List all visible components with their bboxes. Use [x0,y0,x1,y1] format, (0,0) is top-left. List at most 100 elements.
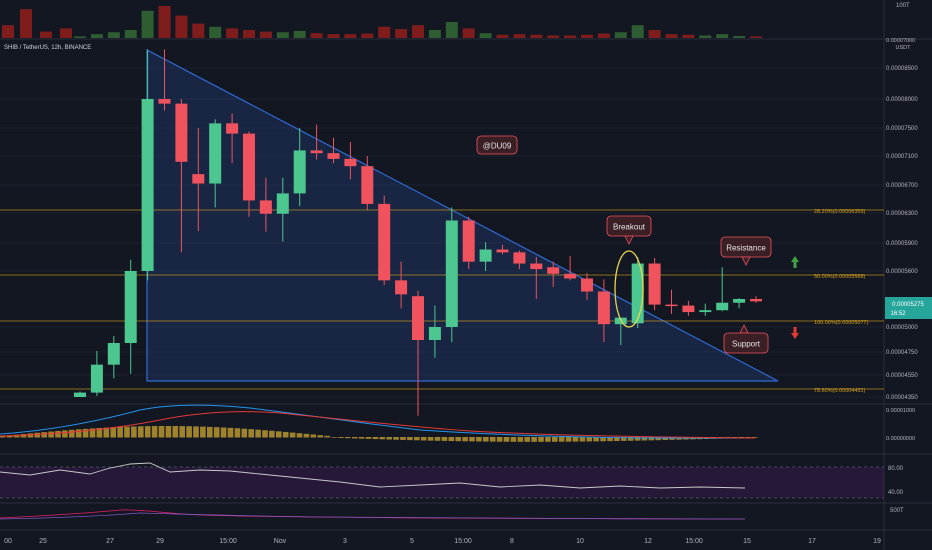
macd-histogram-bar [103,427,110,438]
candle[interactable] [107,336,120,379]
macd-histogram-bar [483,437,489,442]
arrow-down-icon [791,327,799,339]
macd-histogram-bar [648,437,655,441]
macd-histogram-bar [455,437,461,442]
candle[interactable] [209,119,222,208]
macd-histogram-bar [89,428,96,438]
candle[interactable] [564,256,577,281]
volume-bar [631,25,644,38]
candle[interactable] [361,156,374,210]
candle[interactable] [175,99,188,253]
candle[interactable] [648,257,661,311]
candle[interactable] [445,207,458,342]
volume-bar [124,30,137,38]
candle-body [716,302,729,311]
volume-bar [192,23,205,38]
candle[interactable] [699,303,712,316]
candle[interactable] [547,261,560,287]
candle-body [192,174,205,184]
candle[interactable] [158,49,171,111]
candle-body [158,99,171,104]
macd-signal-line [0,411,756,439]
rsi-pane [0,462,884,499]
candle-body [462,220,475,262]
candles[interactable] [74,49,762,416]
macd-histogram-bar [117,426,123,438]
macd-histogram-bar [489,437,496,442]
candle[interactable] [530,257,543,299]
macd-histogram-bar [420,437,427,441]
candle-body [327,153,340,159]
candle[interactable] [716,267,729,312]
candle-body [682,305,695,313]
candle-body [276,193,289,214]
price-tick-label: 0.00006700 [886,183,918,189]
macd-histogram-bar [441,437,448,441]
candle[interactable] [327,137,340,164]
time-tick-label: 15:00 [454,538,472,545]
rsi-line [0,462,746,489]
candle[interactable] [479,242,492,271]
support-callout[interactable]: Support [723,324,799,354]
candle[interactable] [226,113,239,164]
price-axis[interactable]: 0.00008500 0.00008000 0.00007500 0.00007100… [886,66,918,401]
candle[interactable] [259,177,272,232]
candle[interactable] [581,272,593,300]
candle[interactable] [682,300,695,316]
volume-bar [226,28,239,38]
candle-body [665,304,678,307]
candle[interactable] [733,298,746,309]
candle[interactable] [597,279,610,342]
volume-bar [60,28,72,38]
candle[interactable] [293,128,306,206]
resistance-callout[interactable]: Resistance [720,236,799,268]
volume-bar [209,26,222,38]
candle-body [259,200,272,214]
candle-body [733,299,746,303]
macd-histogram-bar [220,427,227,438]
candle[interactable] [496,244,509,255]
macd-histogram-bar [607,437,613,442]
time-axis[interactable]: 00 25 27 29 15:00 Nov 3 5 15:00 8 10 12 15:00 15 17 19 [4,538,881,545]
macd-histogram-bar [524,437,530,442]
candle[interactable] [513,250,526,270]
arrow-up-icon [791,256,799,268]
candle[interactable] [462,216,475,270]
candle[interactable] [141,49,154,281]
candle[interactable] [378,195,391,286]
volume-bar [496,34,509,38]
time-tick-label: 25 [39,538,47,545]
candle-body [90,364,103,393]
price-tick-label: 0.00004750 [886,350,918,356]
macd-histogram-bar [510,437,517,442]
candle[interactable] [192,128,205,231]
candle[interactable] [124,259,137,374]
candle[interactable] [276,177,289,242]
candle[interactable] [412,290,424,416]
candle[interactable] [74,391,86,398]
candle[interactable] [243,131,255,217]
volume-bar [310,33,323,38]
candle[interactable] [310,124,323,160]
candle[interactable] [665,289,678,314]
candle-body [141,99,154,271]
rsi-axis-40: 40.00 [888,490,904,496]
breakout-label: Breakout [613,223,646,232]
support-label: Support [732,340,761,349]
candle[interactable] [344,142,357,180]
macd-axis-top: 0.00001000 [886,408,915,414]
descending-triangle[interactable] [146,49,779,382]
candle[interactable] [428,305,441,358]
macd-histogram-bar [503,437,510,442]
macd-histogram-bar [303,433,310,438]
candle-body [243,133,255,201]
breakout-callout[interactable]: Breakout [606,215,652,328]
candle[interactable] [750,296,762,303]
candle[interactable] [90,351,103,396]
candle[interactable] [395,261,408,309]
volume-bar [581,34,593,38]
macd-histogram-bar [110,427,116,438]
candle-body [547,267,560,274]
last-price-badge: 0.00005275 16:52 [885,297,932,319]
